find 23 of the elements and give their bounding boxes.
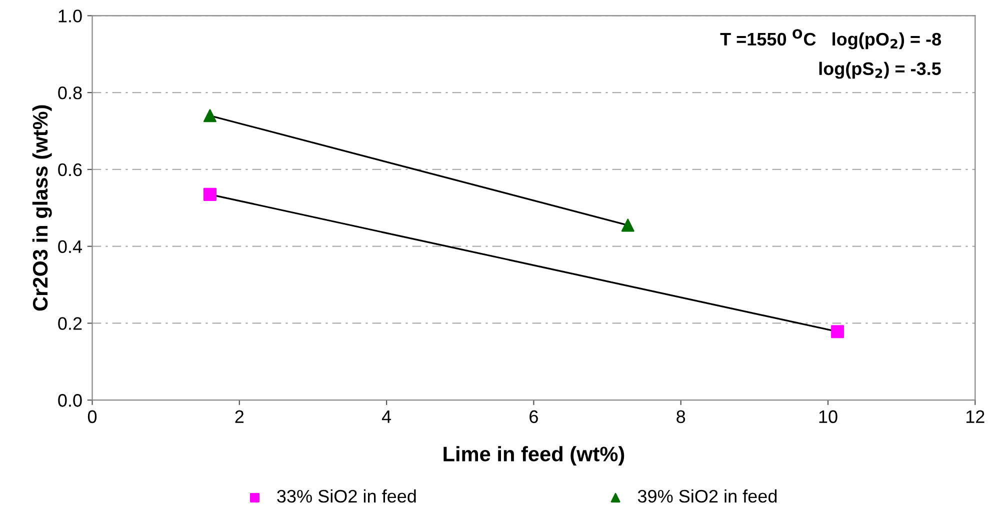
annotation: log(pS$_{2}$) = -3.5 (819, 62, 941, 79)
x-tick-label: 2 (235, 410, 244, 423)
point (621, 218, 634, 232)
y-tick-label: 0.0 (58, 394, 82, 407)
annotation: T =1550 $^{O}$C log(pO$_{2}$) = -8 (720, 29, 942, 50)
point (831, 325, 844, 338)
x-tick-label: 8 (676, 410, 686, 424)
y-tick-label: 1.0 (58, 10, 82, 22)
x-tick-label: 0 (88, 410, 97, 424)
y-tick-label: 0.4 (58, 240, 82, 254)
x-tick-label: 12 (966, 410, 984, 423)
y-axis-title: Cr2O3 in glass (wt%) (32, 105, 52, 311)
point (203, 109, 216, 122)
y-tick-label: 0.8 (58, 86, 82, 100)
x-tick-label: 6 (530, 410, 538, 424)
point (203, 188, 216, 201)
x-tick-label: 4 (382, 410, 392, 423)
y-tick-label: 0.2 (58, 317, 82, 330)
legend-label: 39% SiO2 in feed (638, 489, 777, 503)
x-tick-label: 10 (819, 410, 838, 424)
x-axis-title: Lime in feed (wt%) (444, 446, 624, 466)
y-tick-label: 0.6 (58, 163, 82, 176)
legend-label: 33% SiO2 in feed (277, 489, 416, 503)
